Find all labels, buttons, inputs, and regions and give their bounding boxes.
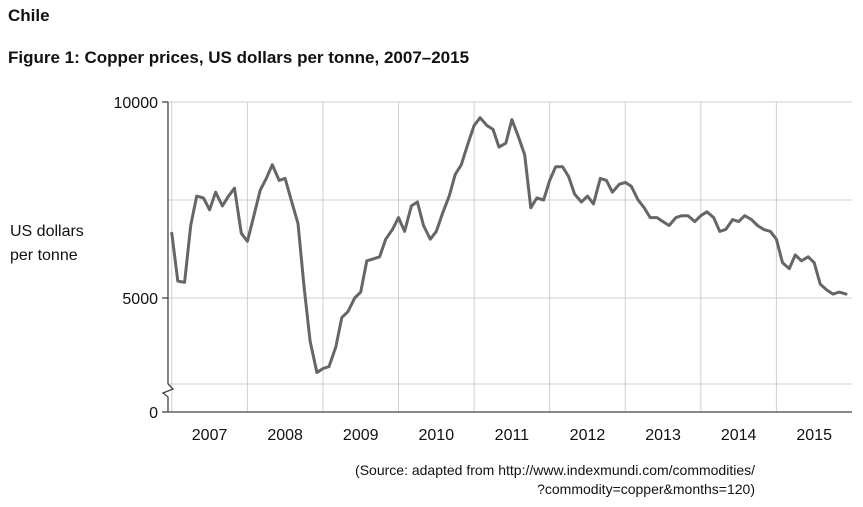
source-line-2: ?commodity=copper&months=120)	[537, 481, 755, 497]
x-tick-label: 2010	[419, 427, 455, 444]
x-tick-label: 2014	[721, 427, 757, 444]
y-axis-label-line-2: per tonne	[10, 247, 78, 264]
source-line-1: (Source: adapted from http://www.indexmu…	[355, 462, 755, 478]
y-tick-label: 10000	[114, 95, 159, 112]
x-tick-label: 2011	[495, 427, 530, 444]
source-note: (Source: adapted from http://www.indexmu…	[235, 461, 755, 499]
y-tick-label: 5000	[122, 291, 158, 308]
y-tick-label: 0	[149, 405, 158, 422]
x-tick-label: 2007	[192, 427, 228, 444]
copper-price-line	[170, 116, 848, 374]
x-tick-label: 2008	[267, 427, 303, 444]
x-tick-label: 2012	[570, 427, 606, 444]
x-tick-label: 2013	[645, 427, 681, 444]
axis-break-mark	[161, 383, 175, 412]
region-heading: Chile	[8, 6, 50, 25]
x-tick-label: 2009	[343, 427, 379, 444]
x-tick-label: 2015	[796, 427, 832, 444]
y-axis-label: US dollars per tonne	[10, 220, 120, 268]
y-axis-label-line-1: US dollars	[10, 223, 84, 240]
figure-title: Figure 1: Copper prices, US dollars per …	[8, 48, 470, 67]
